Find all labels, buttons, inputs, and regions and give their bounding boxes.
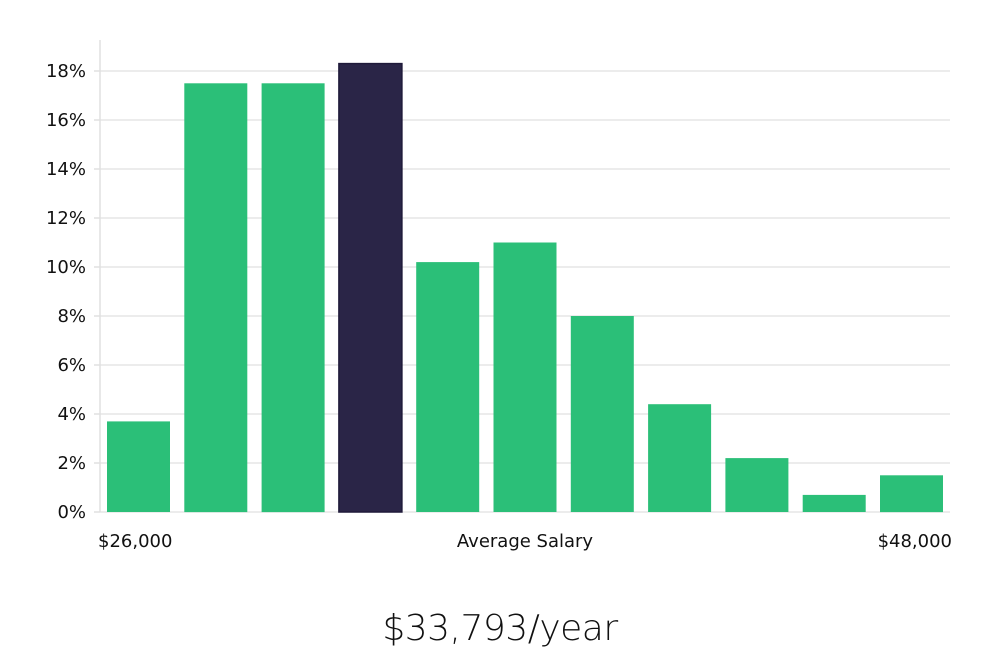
x-axis-max-label: $48,000 (878, 531, 952, 552)
histogram-bar (261, 83, 325, 513)
y-tick-label: 18% (46, 61, 86, 82)
histogram-bar (107, 421, 170, 512)
histogram-bar (880, 475, 943, 513)
y-tick-label: 4% (57, 404, 86, 425)
y-tick-label: 16% (46, 110, 86, 131)
x-axis-title: Average Salary (457, 531, 594, 552)
y-tick-label: 2% (57, 453, 86, 474)
x-axis-min-label: $26,000 (98, 531, 172, 552)
histogram-bar (648, 404, 712, 512)
average-salary-value: $33,793/year (382, 608, 618, 649)
y-tick-label: 12% (46, 208, 86, 229)
y-tick-label: 10% (46, 257, 86, 278)
histogram-bar-highlighted (338, 62, 403, 513)
histogram-bar (725, 458, 789, 512)
y-tick-label: 8% (57, 306, 86, 327)
bars (107, 62, 943, 513)
y-axis-ticks: 0% 2% 4% 6% 8% 10% 12% 14% 16% 18% (46, 61, 100, 523)
y-tick-label: 14% (46, 159, 86, 180)
histogram-bar (570, 316, 634, 512)
histogram-bar (416, 262, 480, 512)
histogram-bar (493, 242, 557, 512)
y-tick-label: 6% (57, 355, 86, 376)
histogram-bar (802, 494, 866, 512)
salary-histogram: 0% 2% 4% 6% 8% 10% 12% 14% 16% 18% $26,000 Averag… (46, 40, 952, 552)
y-tick-label: 0% (57, 502, 86, 523)
histogram-bar (184, 83, 248, 513)
